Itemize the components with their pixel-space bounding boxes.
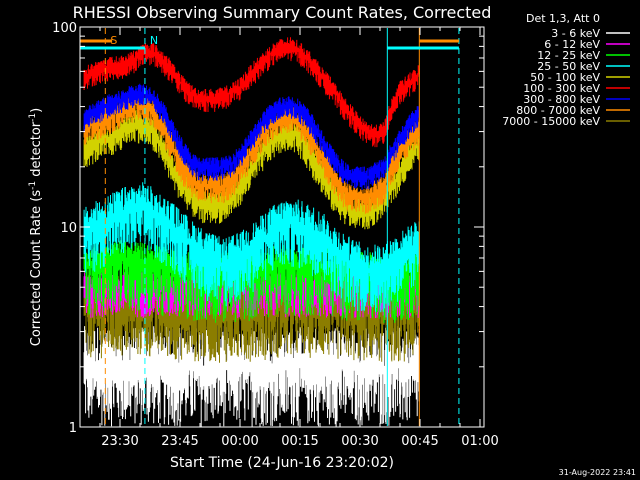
- series-trace-8: [83, 37, 420, 148]
- x-axis-label: Start Time (24-Jun-16 23:20:02): [170, 455, 394, 471]
- x-tick-label-1: 23:45: [161, 434, 198, 449]
- y-tick-label-2: 100: [52, 21, 77, 36]
- x-tick-label-3: 00:15: [281, 434, 318, 449]
- series-trace-4: [83, 182, 420, 313]
- flag-bar-2: [387, 46, 459, 50]
- legend-label-5: 100 - 300 keV: [523, 82, 600, 95]
- footer-date: 31-Aug-2022 23:41: [559, 468, 636, 477]
- x-tick-label-0: 23:30: [101, 434, 138, 449]
- legend-label-3: 25 - 50 keV: [537, 60, 600, 73]
- y-axis-label-part1: Corrected Count Rate (s: [29, 190, 44, 347]
- legend-label-6: 300 - 800 keV: [523, 93, 600, 106]
- legend-label-2: 12 - 25 keV: [537, 49, 600, 62]
- y-axis-label-part2: detector: [29, 121, 44, 181]
- y-axis-label-part3: ): [29, 108, 44, 113]
- series-trace-7: [83, 83, 420, 190]
- flag-bar-0: [80, 39, 113, 43]
- legend-label-1: 6 - 12 keV: [544, 38, 600, 51]
- x-tick-label-5: 00:45: [401, 434, 438, 449]
- x-tick-label-6: 01:00: [461, 434, 498, 449]
- marker-label-1: N: [150, 34, 158, 47]
- y-axis-label-sup1: -1: [28, 181, 38, 190]
- legend-title: Det 1,3, Att 0: [526, 12, 600, 25]
- y-tick-label-1: 10: [60, 221, 77, 236]
- chart-title: RHESSI Observing Summary Count Rates, Co…: [73, 3, 492, 22]
- tick-layer: 23:30 23:45 00:00 00:15 00:30 00:45 01:00 1 10 10…: [52, 21, 499, 449]
- legend-label-7: 800 - 7000 keV: [516, 104, 600, 117]
- legend-label-4: 50 - 100 keV: [530, 71, 600, 84]
- series-trace-0: [83, 326, 420, 427]
- x-tick-label-2: 00:00: [221, 434, 258, 449]
- y-axis-label: Corrected Count Rate (s-1 detector-1): [28, 108, 44, 346]
- x-tick-label-4: 00:30: [341, 434, 378, 449]
- y-axis-label-sup2: -1: [28, 113, 38, 122]
- y-tick-label-0: 1: [69, 421, 77, 436]
- flag-bar-1: [80, 46, 145, 50]
- legend-label-0: 3 - 6 keV: [551, 27, 600, 40]
- marker-label-0: S: [110, 34, 117, 47]
- legend-label-8: 7000 - 15000 keV: [502, 115, 600, 128]
- flag-bar-3: [419, 39, 459, 43]
